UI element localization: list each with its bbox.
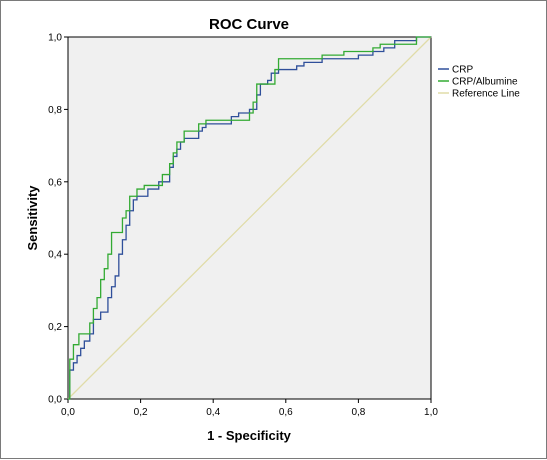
y-axis-label: Sensitivity	[25, 185, 40, 251]
y-tick-label: 0,8	[48, 105, 62, 116]
x-tick-label: 0,8	[351, 407, 365, 418]
x-tick-label: 0,0	[61, 407, 75, 418]
x-tick-label: 0,4	[206, 407, 220, 418]
series-line-crp-albumine	[68, 36, 431, 400]
legend-label-reference-line: Reference Line	[452, 89, 520, 100]
chart-title: ROC Curve	[209, 16, 289, 33]
y-tick-label: 0,4	[48, 250, 62, 261]
y-tick-label: 0,2	[48, 322, 62, 333]
x-axis-ticks: 0,0 0,2 0,4 0,6 0,8 1,0	[61, 399, 438, 418]
y-tick-label: 0,6	[48, 177, 62, 188]
x-tick-label: 1,0	[424, 407, 438, 418]
y-tick-label: 0,0	[48, 395, 62, 406]
x-axis-label: 1 - Specificity	[207, 428, 292, 443]
legend-label-crp-albumine: CRP/Albumine	[452, 77, 518, 88]
legend-label-crp: CRP	[452, 65, 473, 76]
y-axis-ticks: 0,0 0,2 0,4 0,6 0,8 1,0	[48, 33, 68, 406]
y-tick-label: 1,0	[48, 33, 62, 44]
x-tick-label: 0,6	[279, 407, 293, 418]
series-layer	[67, 36, 432, 400]
series-line-reference-line	[67, 36, 432, 400]
x-tick-label: 0,2	[134, 407, 148, 418]
